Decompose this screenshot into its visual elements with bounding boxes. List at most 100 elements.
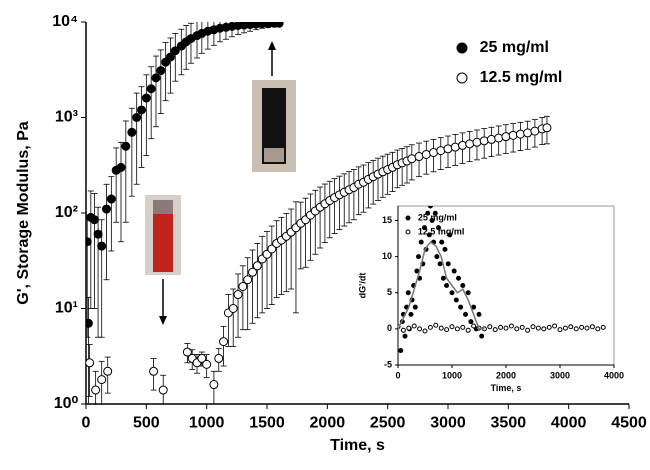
data-point [562, 325, 568, 331]
data-point [141, 93, 151, 103]
x-tick-label: 2500 [370, 415, 406, 432]
data-point [434, 254, 440, 260]
data-point [146, 84, 156, 94]
data-point [468, 319, 474, 325]
data-point [91, 385, 101, 395]
data-point [589, 324, 595, 330]
data-point [400, 327, 406, 333]
data-point [439, 239, 445, 245]
x-tick-label: 1000 [442, 370, 462, 380]
data-point [514, 326, 520, 332]
data-point [436, 146, 446, 156]
data-point [579, 324, 585, 330]
x-tick-label: 500 [133, 415, 160, 432]
data-point [416, 254, 422, 260]
data-point [414, 268, 420, 274]
data-point [600, 324, 606, 330]
y-tick-label: 10⁴ [52, 13, 78, 30]
data-point [427, 324, 433, 330]
data-point [151, 73, 161, 83]
data-point [542, 123, 552, 133]
data-point [127, 127, 137, 137]
data-point [519, 324, 525, 330]
data-point [427, 206, 433, 209]
legend-marker [405, 229, 411, 235]
data-point [402, 333, 408, 339]
data-point [584, 325, 590, 331]
data-point [503, 325, 509, 331]
data-point [437, 261, 443, 267]
x-tick-label: 4500 [611, 415, 647, 432]
y-tick-label: 5 [387, 287, 392, 297]
data-point [465, 290, 471, 296]
x-tick-label: 4000 [551, 415, 587, 432]
data-point [433, 322, 439, 328]
y-tick-label: 10 [382, 251, 392, 261]
data-point [444, 283, 450, 288]
data-point [93, 229, 103, 239]
data-point [552, 323, 558, 329]
data-point [209, 380, 219, 390]
data-point [523, 128, 533, 138]
data-point [486, 134, 496, 144]
data-point [398, 348, 404, 354]
data-point [515, 129, 525, 139]
data-point [440, 275, 446, 281]
data-point [97, 241, 107, 251]
data-point [444, 327, 450, 333]
data-point [228, 304, 238, 313]
x-tick-label: 2000 [310, 415, 346, 432]
data-point [487, 324, 493, 330]
x-tick-label: 0 [395, 370, 400, 380]
data-point [458, 304, 464, 310]
data-point [530, 324, 536, 330]
data-point [508, 130, 518, 140]
plot-frame [397, 205, 615, 366]
data-point [447, 232, 453, 238]
data-point [546, 324, 552, 330]
data-point [465, 139, 475, 149]
y-axis-label: dG'/dt [357, 273, 367, 299]
data-point [465, 327, 471, 333]
data-point [86, 358, 95, 368]
y-tick-label: 10³ [55, 109, 78, 126]
data-point [170, 46, 180, 56]
data-point [214, 353, 224, 363]
data-point [158, 385, 168, 395]
data-point [438, 325, 444, 331]
legend-label: 25 mg/ml [480, 39, 549, 56]
x-tick-label: 3500 [491, 415, 527, 432]
y-axis-label: G', Storage Modulus, Pa [15, 121, 32, 304]
data-point [451, 268, 457, 274]
data-point [106, 194, 116, 204]
data-point [455, 275, 461, 281]
y-tick-label: 10² [55, 204, 78, 221]
data-point [494, 133, 504, 143]
x-tick-label: 1500 [249, 415, 285, 432]
data-point [454, 326, 460, 332]
data-point [406, 325, 412, 331]
data-point [425, 210, 431, 216]
plot-area [398, 206, 606, 354]
legend-marker [456, 42, 468, 54]
x-axis-label: Time, s [330, 437, 385, 454]
data-point [132, 113, 142, 122]
data-point [408, 311, 414, 317]
data-point [573, 326, 579, 332]
data-point [436, 225, 441, 231]
data-point [498, 324, 504, 330]
data-point [471, 323, 477, 329]
data-point [252, 261, 262, 271]
data-point [535, 325, 541, 331]
data-point [501, 132, 511, 142]
legend-label: 25 mg/ml [418, 212, 457, 222]
arrow-head [268, 41, 276, 50]
data-point [103, 366, 113, 376]
data-point [149, 366, 159, 376]
x-tick-label: 3000 [430, 415, 466, 432]
arrow-head [159, 316, 167, 325]
data-point [219, 337, 229, 347]
data-point [568, 324, 574, 330]
